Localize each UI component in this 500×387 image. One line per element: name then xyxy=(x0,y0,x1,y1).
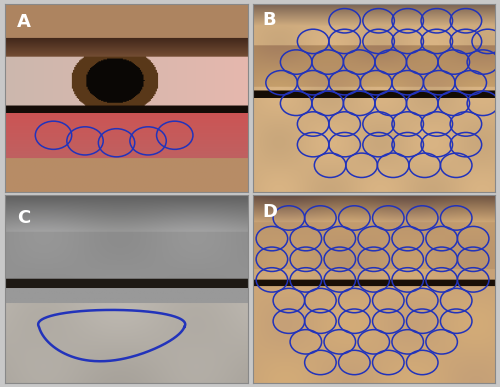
Text: B: B xyxy=(262,11,276,29)
Text: A: A xyxy=(17,13,31,31)
Text: D: D xyxy=(262,203,277,221)
Text: C: C xyxy=(17,209,30,226)
